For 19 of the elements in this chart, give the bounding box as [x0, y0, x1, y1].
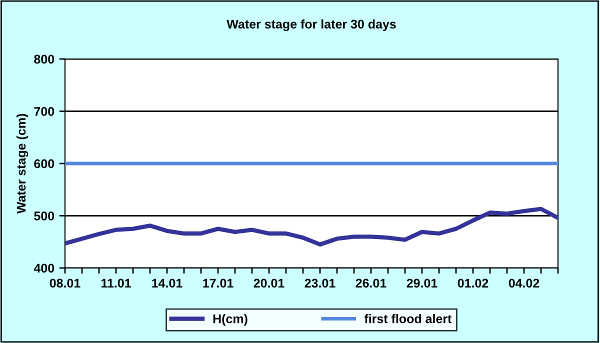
x-tick-label: 17.01 [203, 278, 234, 288]
x-tick-label: 29.01 [406, 278, 438, 288]
x-tick-label: 11.01 [101, 278, 131, 288]
x-tick-label: 20.01 [254, 278, 284, 288]
x-tick-label: 01.02 [458, 278, 488, 288]
legend-label: H(cm) [213, 314, 248, 326]
x-tick-label: 23.01 [304, 278, 336, 288]
y-tick-label: 400 [34, 264, 54, 273]
y-tick-label: 600 [34, 159, 54, 168]
chart-title: Water stage for later 30 days [226, 19, 396, 32]
y-axis-title: Water stage (cm) [16, 114, 28, 214]
y-tick-label: 700 [34, 107, 54, 116]
x-tick-label: 08.01 [50, 278, 80, 288]
y-tick-label: 500 [34, 212, 54, 220]
x-tick-label: 26.01 [356, 278, 386, 288]
x-tick-label: 14.01 [152, 278, 182, 288]
x-tick-label: 04.02 [508, 278, 540, 288]
y-tick-label: 800 [34, 54, 54, 64]
legend-label: first flood alert [364, 314, 452, 324]
